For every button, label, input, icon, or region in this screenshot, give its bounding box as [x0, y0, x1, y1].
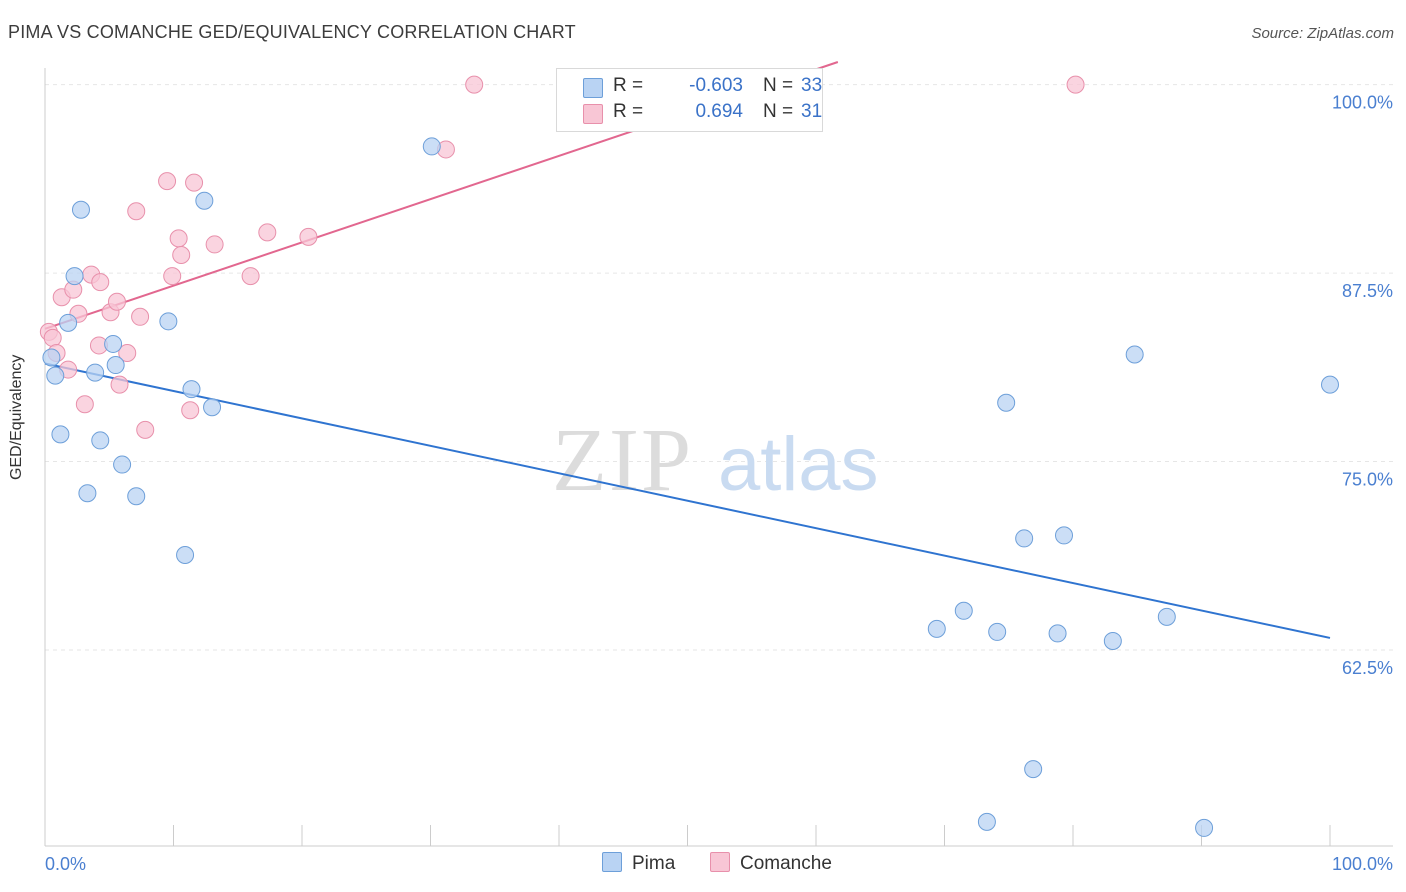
- pima-point: [203, 398, 222, 417]
- pima-point: [86, 363, 105, 382]
- comanche-point: [181, 401, 200, 420]
- correlation-legend: R = -0.603 N = 33 R = 0.694 N = 31: [556, 68, 823, 132]
- axes: [44, 68, 1393, 847]
- pima-trend-line: [44, 362, 1331, 639]
- pima-point: [1125, 345, 1144, 364]
- bottom-pima-swatch: [602, 852, 622, 872]
- pima-point: [176, 546, 195, 565]
- pima-point: [51, 425, 70, 444]
- source-label: Source: ZipAtlas.com: [1251, 25, 1394, 42]
- comanche-point: [107, 292, 126, 311]
- x-tick-label: 100.0%: [1332, 854, 1393, 874]
- pima-point: [1055, 526, 1074, 545]
- pima-n-label: N =: [763, 75, 794, 96]
- y-tick-label: 100.0%: [1332, 93, 1393, 113]
- comanche-point: [258, 223, 277, 242]
- pima-point: [997, 393, 1016, 412]
- pima-point: [988, 622, 1007, 641]
- pima-point: [422, 137, 441, 156]
- pima-point: [59, 313, 78, 332]
- pima-point: [195, 191, 214, 210]
- comanche-r-label: R =: [613, 101, 644, 122]
- comanche-point: [1066, 75, 1085, 94]
- bottom-comanche-swatch: [710, 852, 730, 872]
- pima-point: [91, 431, 110, 450]
- comanche-point: [241, 267, 260, 286]
- watermark-atlas: atlas: [718, 422, 879, 507]
- comanche-n-label: N =: [763, 101, 794, 122]
- comanche-point: [127, 202, 146, 221]
- watermark-zip: ZIP: [552, 411, 693, 510]
- pima-point: [113, 455, 132, 474]
- data-points: [39, 75, 1339, 837]
- comanche-point: [299, 227, 318, 246]
- pima-point: [1048, 624, 1067, 643]
- pima-swatch: [583, 78, 603, 98]
- pima-point: [182, 380, 201, 399]
- pima-point: [1321, 375, 1339, 394]
- bottom-legend-pima: Pima: [602, 852, 675, 875]
- pima-point: [1024, 760, 1043, 779]
- pima-point: [78, 484, 97, 503]
- comanche-point: [172, 245, 191, 264]
- y-tick-label: 62.5%: [1342, 658, 1393, 678]
- comanche-swatch: [583, 104, 603, 124]
- comanche-point: [163, 267, 182, 286]
- comanche-point: [465, 75, 484, 94]
- y-tick-label: 75.0%: [1342, 470, 1393, 490]
- y-tick-label: 87.5%: [1342, 281, 1393, 301]
- pima-point: [127, 487, 146, 506]
- bottom-legend-comanche: Comanche: [710, 852, 832, 875]
- pima-n-value: 33: [801, 75, 823, 96]
- pima-point: [977, 812, 996, 831]
- comanche-point: [75, 395, 94, 414]
- bottom-comanche-label: Comanche: [740, 853, 832, 874]
- pima-point: [65, 267, 84, 286]
- pima-r-label: R =: [613, 75, 644, 96]
- pima-point: [927, 619, 946, 638]
- comanche-point: [91, 273, 110, 292]
- grid-lines: [45, 84, 1393, 651]
- y-axis-label: GED/Equivalency: [8, 354, 25, 480]
- comanche-point: [131, 307, 150, 326]
- tick-labels: 100.0% 87.5% 75.0% 62.5% 0.0% 100.0%: [45, 93, 1393, 874]
- pima-point: [106, 356, 125, 375]
- pima-point: [159, 312, 178, 331]
- comanche-point: [118, 343, 137, 362]
- pima-point: [42, 348, 61, 367]
- comanche-point: [185, 173, 204, 192]
- pima-r-value: -0.603: [689, 75, 743, 96]
- comanche-point: [43, 328, 62, 347]
- pima-point: [71, 200, 90, 219]
- pima-point: [1195, 818, 1214, 837]
- pima-point: [46, 366, 65, 385]
- x-tick-label: 0.0%: [45, 854, 86, 874]
- bottom-pima-label: Pima: [632, 853, 676, 874]
- comanche-r-value: 0.694: [695, 101, 743, 122]
- chart-title: PIMA VS COMANCHE GED/EQUIVALENCY CORRELA…: [8, 22, 576, 42]
- pima-point: [104, 334, 123, 353]
- comanche-n-value: 31: [801, 101, 823, 122]
- comanche-point: [205, 235, 224, 254]
- pima-point: [1103, 631, 1122, 650]
- comanche-point: [110, 375, 129, 394]
- pima-point: [1157, 607, 1176, 626]
- pima-point: [1015, 529, 1034, 548]
- comanche-point: [158, 172, 177, 191]
- comanche-point: [169, 229, 188, 248]
- comanche-point: [136, 420, 155, 439]
- pima-point: [954, 601, 973, 620]
